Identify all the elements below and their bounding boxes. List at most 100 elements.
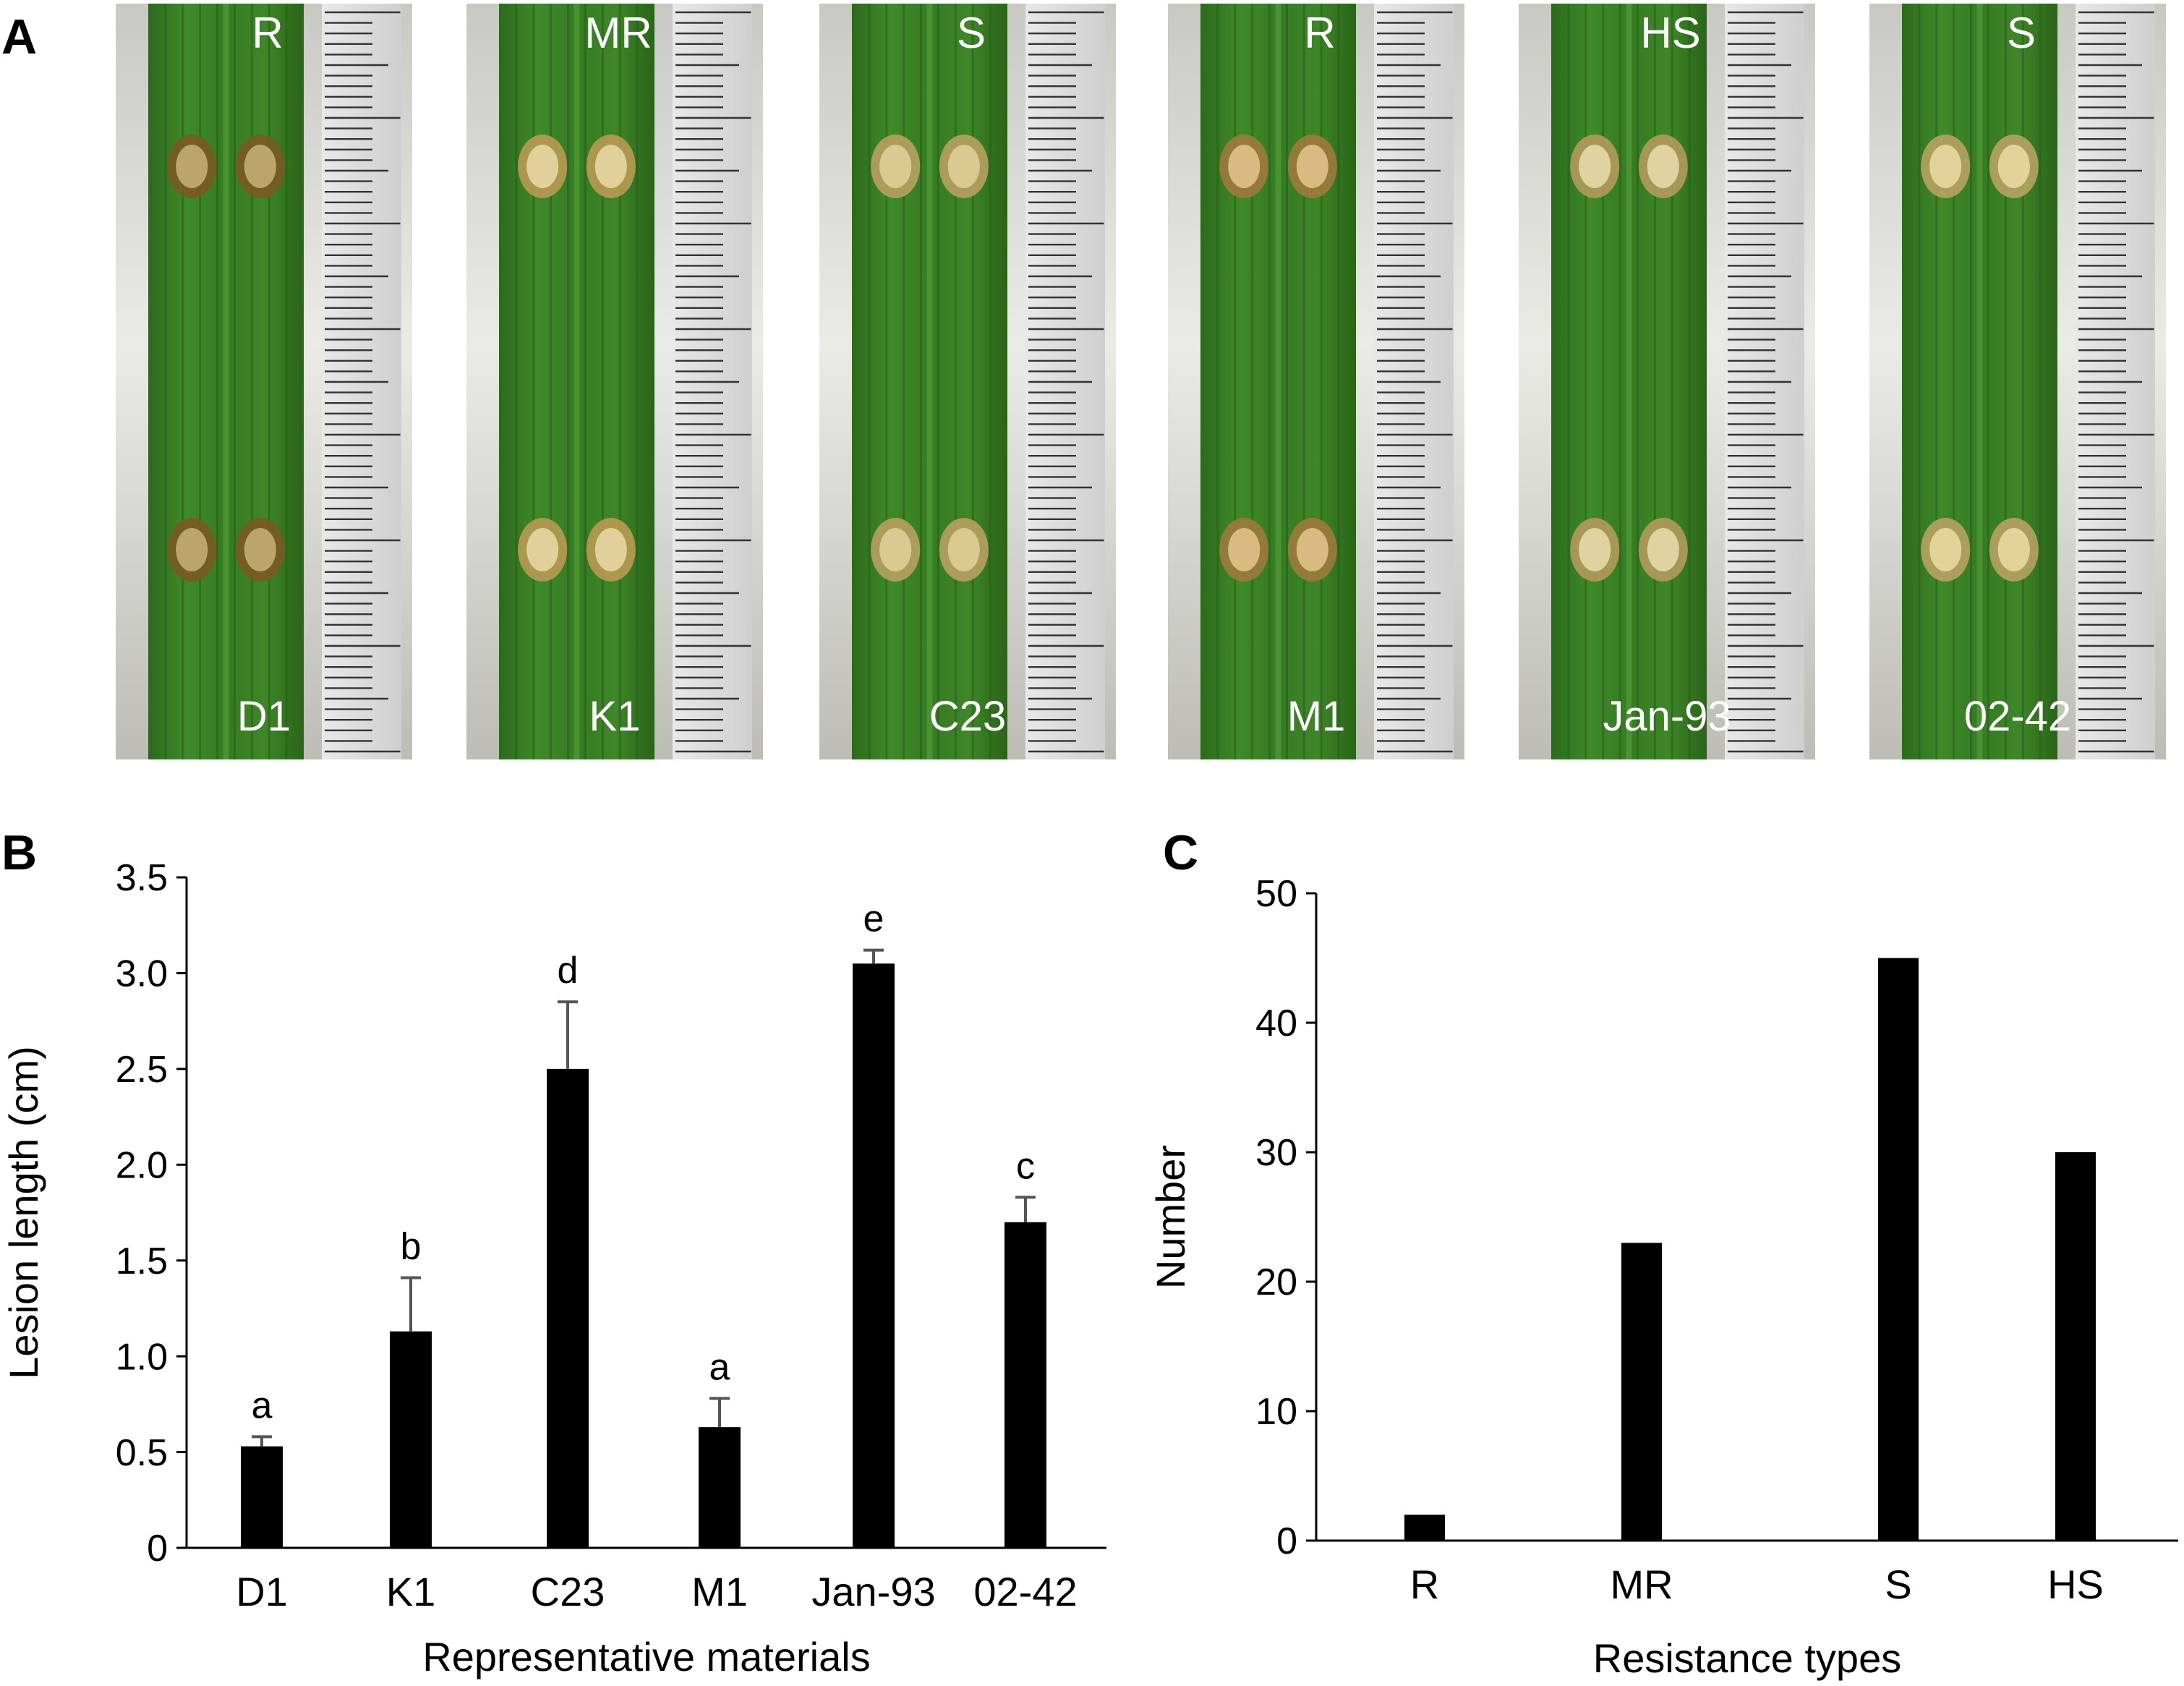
ruler-ticks — [325, 11, 401, 753]
lesion-center — [1296, 528, 1328, 571]
lesion-center — [947, 528, 980, 571]
lesion-center — [1647, 528, 1679, 571]
leaf-photo-5: HS Jan-93 — [1519, 4, 1815, 759]
ruler-ticks — [1377, 11, 1453, 753]
leaf-bottom-label: K1 — [589, 693, 641, 740]
lesion-center — [526, 145, 559, 188]
lesion-center — [594, 145, 627, 188]
lesion-center — [879, 145, 912, 188]
lesion-center — [1997, 145, 2030, 188]
leaf-bottom-label: D1 — [237, 693, 291, 740]
lesion-center — [1228, 145, 1261, 188]
panel-letter-c: C — [1163, 825, 1198, 880]
x-tick-label: D1 — [236, 1569, 288, 1614]
lesion-center — [879, 528, 912, 571]
lesion-center — [1579, 528, 1611, 571]
bar-mr — [1621, 1243, 1662, 1541]
y-tick-label: 3.5 — [116, 857, 168, 899]
leaf-midrib — [926, 4, 933, 759]
leaf-veins — [515, 4, 639, 759]
x-tick-label: R — [1410, 1562, 1439, 1607]
y-tick-label: 50 — [1255, 873, 1297, 915]
lesion-center — [176, 145, 208, 188]
leaf-top-label: HS — [1640, 9, 1700, 57]
lesion-center — [1296, 145, 1328, 188]
lesion-center — [1228, 528, 1261, 571]
significance-letter: a — [709, 1346, 730, 1388]
bar-s — [1878, 958, 1919, 1541]
leaf-midrib — [223, 4, 229, 759]
x-tick-label: Jan-93 — [811, 1569, 935, 1614]
ruler-ticks — [1728, 11, 1804, 753]
y-tick-label: 2.0 — [116, 1144, 168, 1186]
leaf-top-label: R — [252, 9, 283, 57]
y-axis-title: Number — [1148, 1145, 1193, 1289]
x-tick-label: S — [1885, 1562, 1911, 1607]
leaf-bottom-label: Jan-93 — [1603, 693, 1731, 740]
bar-hs — [2055, 1152, 2096, 1541]
leaf-veins — [1216, 4, 1340, 759]
lesion-center — [1929, 145, 1962, 188]
lesion-center — [1929, 528, 1962, 571]
y-tick-label: 0 — [1276, 1520, 1297, 1562]
x-tick-label: 02-42 — [973, 1569, 1077, 1614]
lesion-center — [1997, 528, 2030, 571]
significance-letter: e — [863, 898, 884, 940]
bar-jan-93 — [853, 963, 895, 1548]
ruler-ticks — [675, 11, 751, 753]
lesions — [167, 135, 285, 582]
leaf-top-label: S — [2007, 9, 2036, 57]
y-tick-label: 2.5 — [116, 1049, 168, 1091]
leaf-photo-1: R D1 — [116, 4, 412, 759]
lesion-center — [1579, 145, 1611, 188]
bar-d1 — [241, 1446, 283, 1548]
leaf-photo-4: R M1 — [1168, 4, 1464, 759]
significance-letter: a — [252, 1384, 273, 1426]
y-tick-label: 30 — [1255, 1132, 1297, 1174]
leaf-photo-2: MR K1 — [466, 4, 763, 759]
leaf-veins — [1567, 4, 1691, 759]
x-axis-title: Resistance types — [1593, 1635, 1901, 1681]
x-tick-label: M1 — [691, 1569, 748, 1614]
lesion-center — [594, 528, 627, 571]
leaf-veins — [1918, 4, 2042, 759]
leaf-photo-3: S C23 — [819, 4, 1116, 759]
bar-m1 — [699, 1427, 741, 1548]
lesion-center — [244, 528, 276, 571]
significance-letter: b — [401, 1226, 422, 1268]
leaf-top-label: MR — [584, 9, 652, 57]
x-tick-label: C23 — [531, 1569, 605, 1614]
ruler-ticks — [2078, 11, 2154, 753]
significance-letter: c — [1016, 1145, 1035, 1187]
y-tick-label: 3.0 — [116, 953, 168, 995]
leaf-midrib — [1275, 4, 1281, 759]
panel-letter-a: A — [1, 9, 37, 64]
ruler-ticks — [1028, 11, 1104, 753]
leaf-veins — [868, 4, 991, 759]
bar-r — [1404, 1515, 1445, 1541]
x-tick-label: K1 — [386, 1569, 436, 1614]
leaf-top-label: S — [957, 9, 986, 57]
lesions — [1570, 135, 1688, 582]
lesion-center — [526, 528, 559, 571]
panel-a-leaf-photos: A R D1 MR K1 S C23 R M1 HS Jan-93 S 02-42 — [1, 4, 2166, 759]
leaf-veins — [164, 4, 288, 759]
leaf-top-label: R — [1304, 9, 1335, 57]
leaf-bottom-label: 02-42 — [1964, 693, 2071, 740]
y-tick-label: 0.5 — [116, 1432, 168, 1474]
leaf-bottom-label: M1 — [1287, 693, 1346, 740]
panel-b-lesion-length-chart: B 0 0.5 1.0 1.5 2.0 2.5 3.0 3.5 a D1 b K1 d C23 a M1 e Ja… — [1, 825, 1106, 1679]
x-tick-label: MR — [1610, 1562, 1673, 1607]
lesion-center — [947, 145, 980, 188]
x-tick-label: HS — [2047, 1562, 2104, 1607]
lesion-center — [176, 528, 208, 571]
bar-c23 — [547, 1068, 589, 1548]
leaf-photo-6: S 02-42 — [1869, 4, 2166, 759]
y-tick-label: 0 — [147, 1528, 168, 1570]
lesions — [1921, 135, 2039, 582]
y-tick-label: 20 — [1255, 1261, 1297, 1303]
y-tick-label: 1.5 — [116, 1240, 168, 1282]
leaf-midrib — [1626, 4, 1632, 759]
lesion-center — [244, 145, 276, 188]
